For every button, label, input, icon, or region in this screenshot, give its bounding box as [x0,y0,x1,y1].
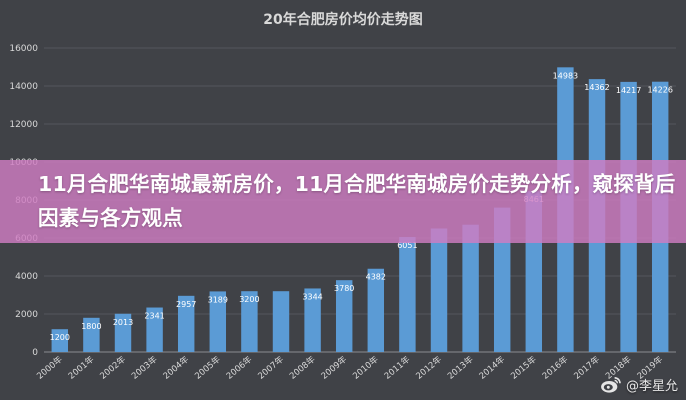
data-label: 1800 [81,322,101,331]
data-label: 2341 [144,312,164,321]
data-label: 14217 [616,86,641,95]
bar [114,313,132,352]
bar [83,317,100,352]
data-label: 3189 [208,295,228,304]
bar [241,291,258,352]
article-title: 11月合肥华南城最新房价，11月合肥华南城房价走势分析，窥探背后因素与各方观点 [38,172,676,230]
watermark-text: @李星允 [625,379,678,394]
bar [209,291,227,352]
bar [304,288,321,352]
data-label: 6051 [397,241,417,250]
data-label: 1200 [50,333,70,342]
data-label: 4382 [366,273,386,282]
y-tick-label: 12000 [9,120,38,130]
data-label: 3344 [302,292,322,301]
weibo-icon [601,376,621,393]
data-label: 3200 [239,295,259,304]
y-tick-label: 16000 [9,44,38,54]
data-label: 2957 [176,300,196,309]
bar [367,268,385,352]
watermark: @李星允 [600,375,678,394]
data-label: 14362 [584,83,609,92]
bar [462,224,479,352]
bar [430,228,448,352]
bar [177,295,195,352]
bar [51,329,69,352]
bar [399,237,416,352]
bar [272,291,290,352]
y-tick-label: 2000 [15,310,38,320]
chart-title: 20年合肥房价均价走势图 [263,11,422,28]
y-tick-label: 14000 [9,82,38,92]
bar [493,207,511,352]
data-label: 2013 [113,318,133,327]
title-banner [0,160,686,243]
bar [335,280,353,352]
data-label: 3780 [334,284,354,293]
y-tick-label: 0 [32,348,38,358]
data-label: 14983 [553,71,578,80]
bar [146,307,163,352]
y-tick-label: 4000 [15,272,38,282]
data-label: 14226 [647,86,672,95]
